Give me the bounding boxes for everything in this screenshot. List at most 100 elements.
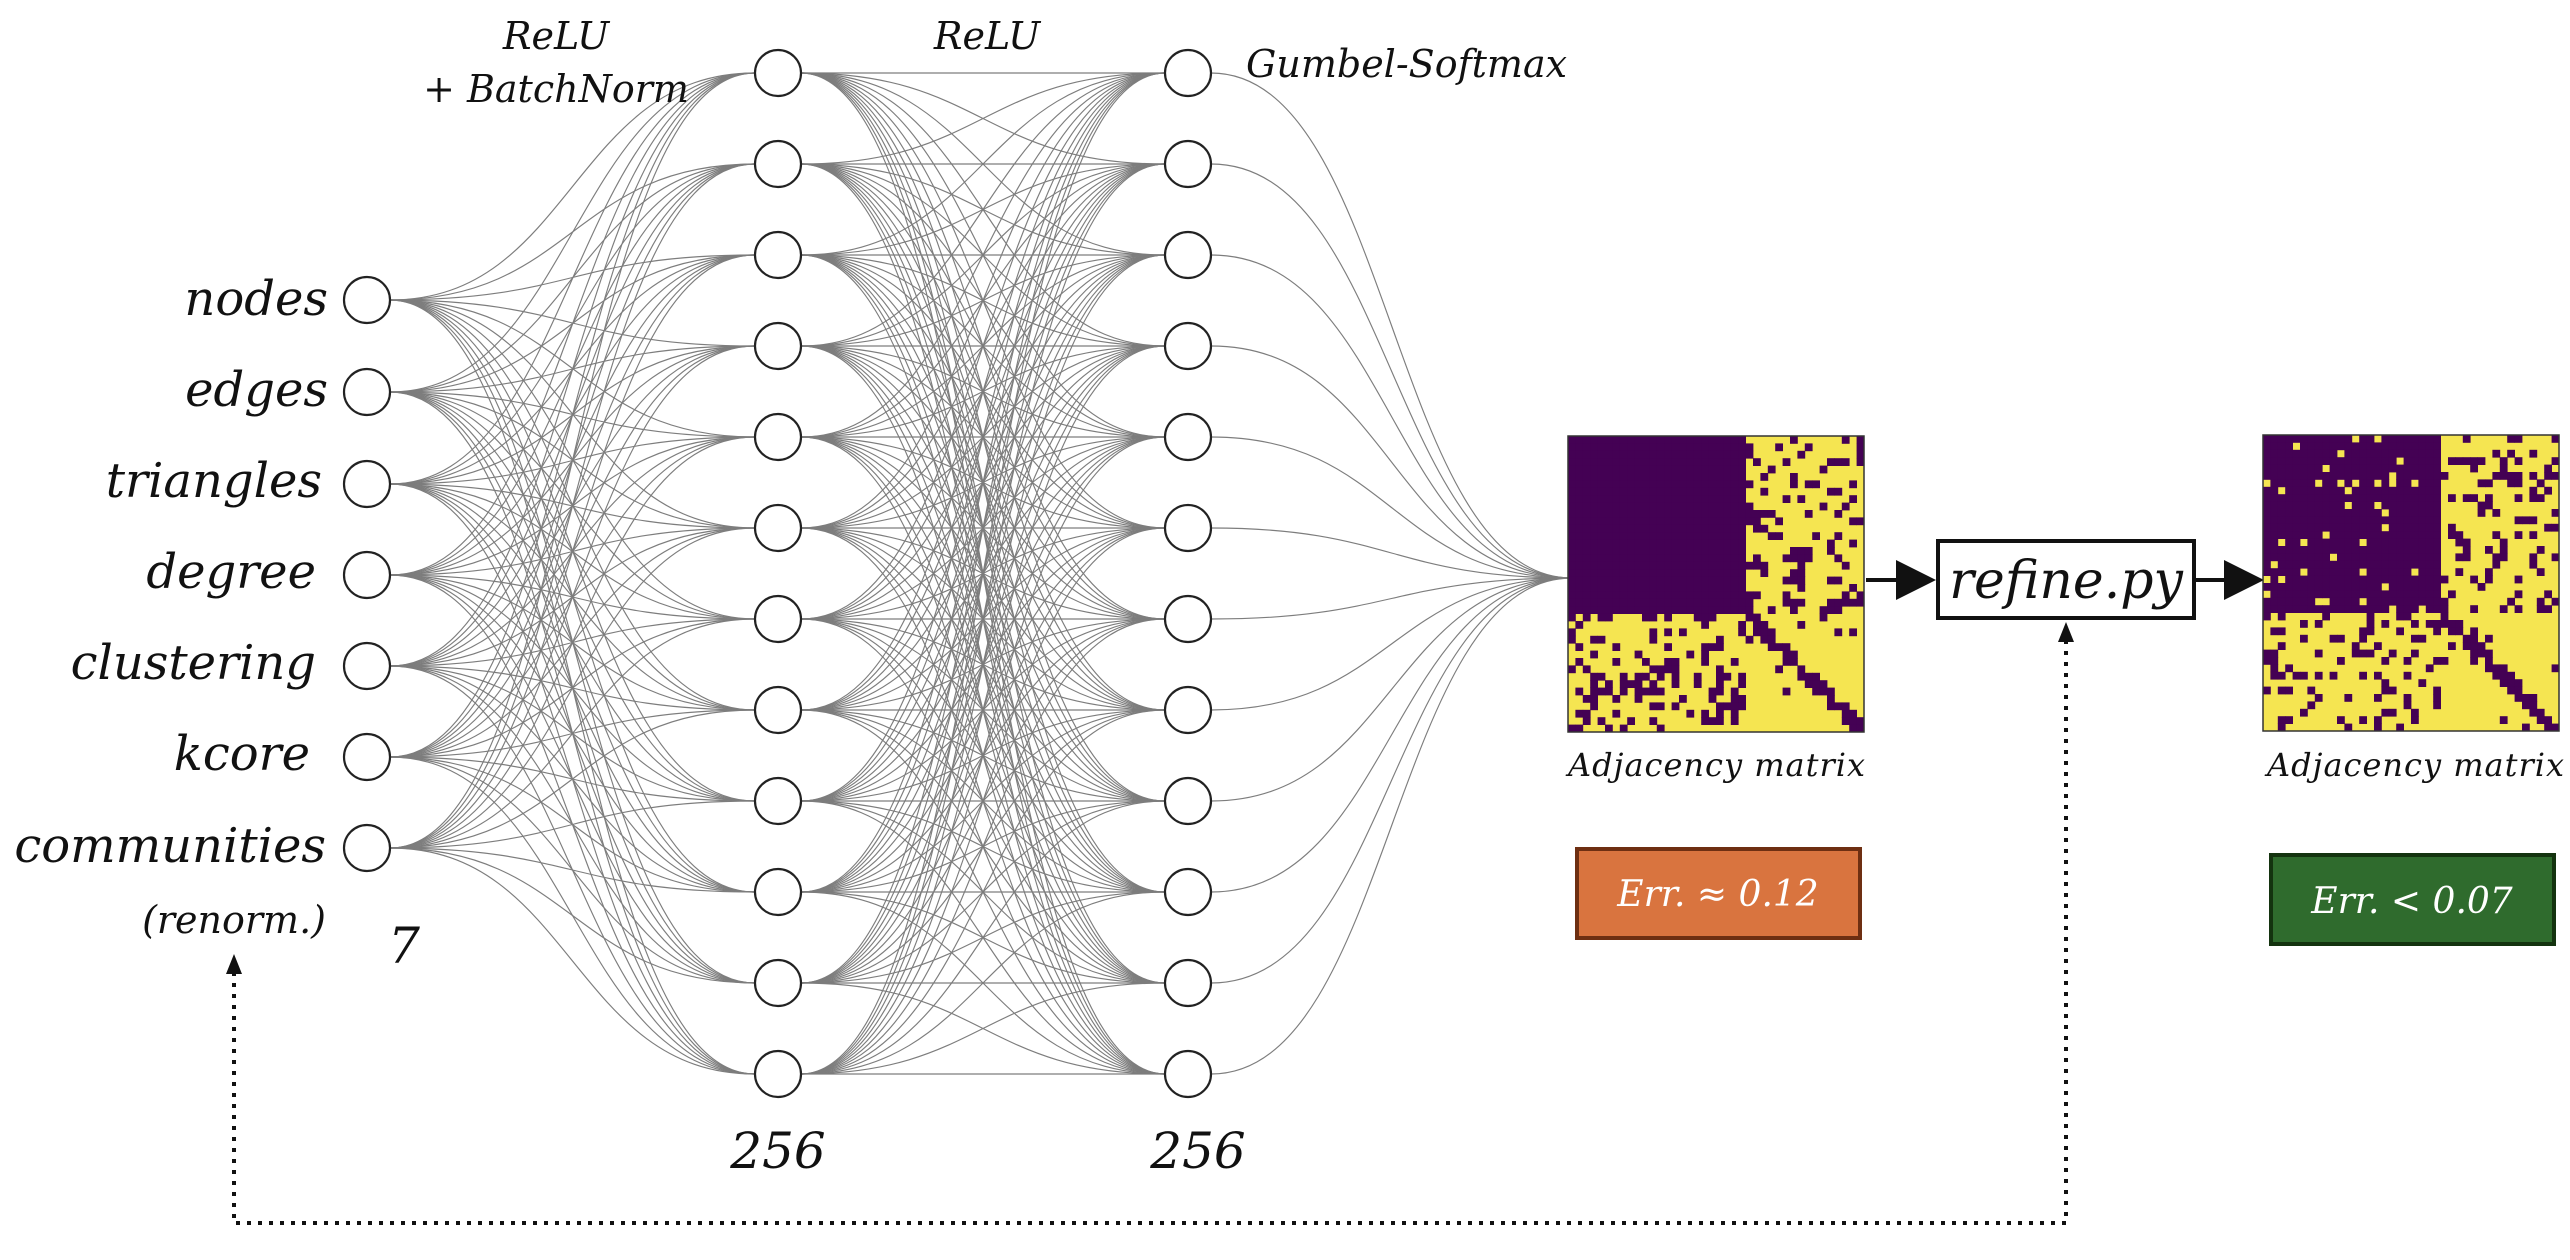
matrix-cell <box>1582 532 1591 540</box>
matrix-cell <box>2381 531 2390 539</box>
matrix-cell <box>1627 591 1635 600</box>
matrix-cell <box>2307 701 2316 710</box>
matrix-cell <box>2433 516 2441 525</box>
matrix-cell <box>1797 584 1806 592</box>
hidden-layer-1 <box>753 48 803 1099</box>
matrix-cell <box>1693 539 1702 548</box>
matrix-cell <box>1575 576 1584 585</box>
matrix-cell <box>1642 480 1650 489</box>
matrix-cell <box>1716 450 1724 459</box>
matrix-cell <box>2425 494 2434 502</box>
matrix-cell <box>1679 606 1687 614</box>
matrix-cell <box>1827 687 1835 696</box>
matrix-cell <box>2359 523 2367 532</box>
matrix-cell <box>1760 487 1769 496</box>
matrix-cell <box>2351 472 2360 480</box>
matrix-cell <box>1671 443 1680 452</box>
matrix-cell <box>2411 716 2419 724</box>
connection-edge <box>389 847 756 1075</box>
matrix-cell <box>2292 472 2301 480</box>
matrix-cell <box>1656 687 1665 696</box>
matrix-cell <box>1738 598 1746 607</box>
matrix-cell <box>1649 635 1658 644</box>
matrix-cell <box>2403 590 2412 599</box>
error-before-label: Err. ≈ 0.12 <box>1616 874 1818 915</box>
matrix-cell <box>2337 435 2345 443</box>
matrix-cell <box>1701 465 1709 474</box>
matrix-cell <box>2337 597 2345 606</box>
matrix-cell <box>2396 627 2404 636</box>
matrix-cell <box>1701 480 1709 489</box>
matrix-cell <box>1627 473 1635 481</box>
matrix-cell <box>1649 473 1658 481</box>
matrix-cell <box>2277 716 2286 724</box>
matrix-cell <box>1708 591 1717 600</box>
matrix-cell <box>2499 546 2508 554</box>
matrix-cell <box>2403 509 2412 517</box>
matrix-cell <box>1716 547 1724 555</box>
matrix-cell <box>1716 709 1724 718</box>
matrix-cell <box>2396 442 2404 451</box>
matrix-cell <box>1568 458 1576 466</box>
matrix-cell <box>2337 546 2345 554</box>
matrix-cell <box>2381 435 2390 443</box>
matrix-cell <box>2292 449 2301 458</box>
matrix-cell <box>2292 501 2301 510</box>
matrix-cell <box>1656 524 1665 533</box>
matrix-cell <box>1619 443 1628 452</box>
matrix-cell <box>2433 457 2441 465</box>
connection-edge <box>800 72 1166 711</box>
matrix-cell <box>1716 502 1724 511</box>
matrix-cell <box>1597 443 1606 452</box>
matrix-cell <box>2307 501 2316 510</box>
connection-edge <box>800 72 1166 529</box>
matrix-cell <box>2314 501 2323 510</box>
matrix-cell <box>1745 450 1754 459</box>
matrix-cell <box>2536 568 2545 576</box>
connection-edge <box>389 72 756 758</box>
matrix-cell <box>2285 553 2293 562</box>
matrix-cell <box>1745 561 1754 570</box>
matrix-cell <box>1612 473 1621 481</box>
matrix-cell <box>1612 576 1621 585</box>
matrix-cell <box>1664 524 1672 533</box>
matrix-cell <box>1642 606 1650 614</box>
matrix-cell <box>1597 532 1606 540</box>
input-node <box>342 459 392 509</box>
matrix-cell <box>2351 494 2360 502</box>
matrix-cell <box>1693 584 1702 592</box>
matrix-cell <box>2374 694 2382 702</box>
matrix-cell <box>1671 450 1680 459</box>
matrix-cell <box>2314 546 2323 554</box>
hidden-node <box>753 594 803 644</box>
matrix-cell <box>2455 538 2464 547</box>
matrix-cell <box>2337 501 2345 510</box>
matrix-cell <box>1797 576 1806 585</box>
matrix-cell <box>1775 517 1783 526</box>
matrix-cell <box>1701 532 1709 540</box>
matrix-cell <box>1679 480 1687 489</box>
matrix-cell <box>2470 634 2478 643</box>
matrix-cell <box>1656 591 1665 600</box>
matrix-cell <box>2263 686 2271 695</box>
matrix-cell <box>1642 584 1650 592</box>
matrix-cell <box>1804 672 1813 681</box>
matrix-border <box>1567 435 1865 733</box>
matrix-cell <box>2411 634 2419 643</box>
matrix-cell <box>1827 695 1835 703</box>
matrix-cell <box>2388 494 2397 502</box>
matrix-cell <box>1701 561 1709 570</box>
matrix-cell <box>2381 538 2390 547</box>
matrix-cell <box>2263 531 2271 539</box>
matrix-cell <box>2374 568 2382 576</box>
hidden-node <box>1163 594 1213 644</box>
matrix-cell <box>1656 436 1665 444</box>
matrix-cell <box>2270 664 2279 673</box>
matrix-cell <box>2418 435 2427 443</box>
matrix-cell <box>1716 576 1724 585</box>
matrix-cell <box>2351 575 2360 584</box>
matrix-cell <box>1738 532 1746 540</box>
matrix-cell <box>1716 643 1724 651</box>
matrix-cell <box>2536 708 2545 717</box>
matrix-cell <box>1664 436 1672 444</box>
